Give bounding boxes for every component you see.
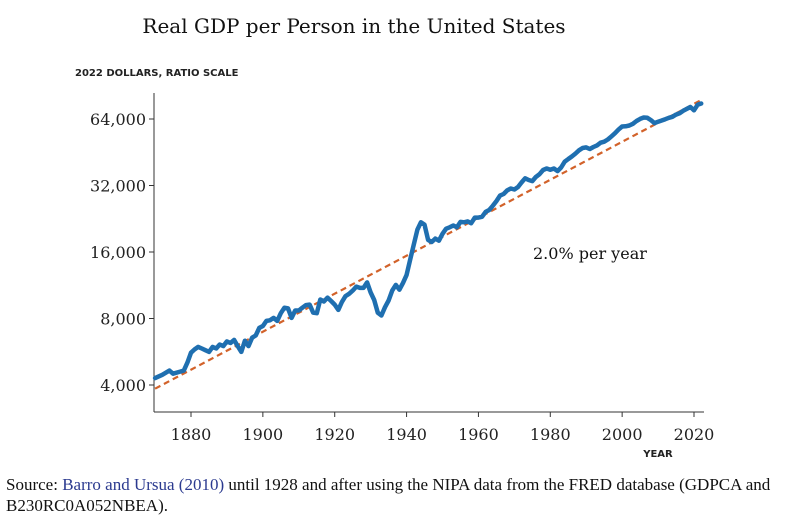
source-suffix: until 1928 and after using the NIPA data… <box>6 475 771 515</box>
y-tick-label: 32,000 <box>90 177 146 196</box>
source-note: Source: Barro and Ursua (2010) until 192… <box>6 474 801 516</box>
chart-title: Real GDP per Person in the United States <box>142 14 565 38</box>
x-axis-label: YEAR <box>642 449 673 460</box>
x-ticks: 1880 1900 1920 1940 1960 1980 2000 2020 <box>171 412 715 444</box>
growth-annotation: 2.0% per year <box>533 244 647 263</box>
x-tick-label: 1940 <box>386 425 427 444</box>
x-tick-label: 1880 <box>171 425 212 444</box>
gdp-series-line <box>152 101 704 381</box>
source-prefix: Source: <box>6 475 63 494</box>
y-tick-label: 16,000 <box>90 243 146 262</box>
y-tick-label: 64,000 <box>90 110 146 129</box>
x-tick-label: 1980 <box>530 425 571 444</box>
y-tick-label: 4,000 <box>100 376 146 395</box>
source-link[interactable]: Barro and Ursua (2010) <box>62 475 225 494</box>
x-tick-label: 1960 <box>458 425 499 444</box>
y-ticks: 4,000 8,000 16,000 32,000 64,000 <box>90 110 154 395</box>
x-tick-label: 1920 <box>314 425 355 444</box>
x-tick-label: 2000 <box>602 425 643 444</box>
x-tick-label: 1900 <box>242 425 283 444</box>
y-tick-label: 8,000 <box>100 310 146 329</box>
y-axis-label: 2022 DOLLARS, RATIO SCALE <box>75 68 239 79</box>
x-tick-label: 2020 <box>674 425 715 444</box>
gdp-chart: Real GDP per Person in the United States… <box>75 14 715 460</box>
